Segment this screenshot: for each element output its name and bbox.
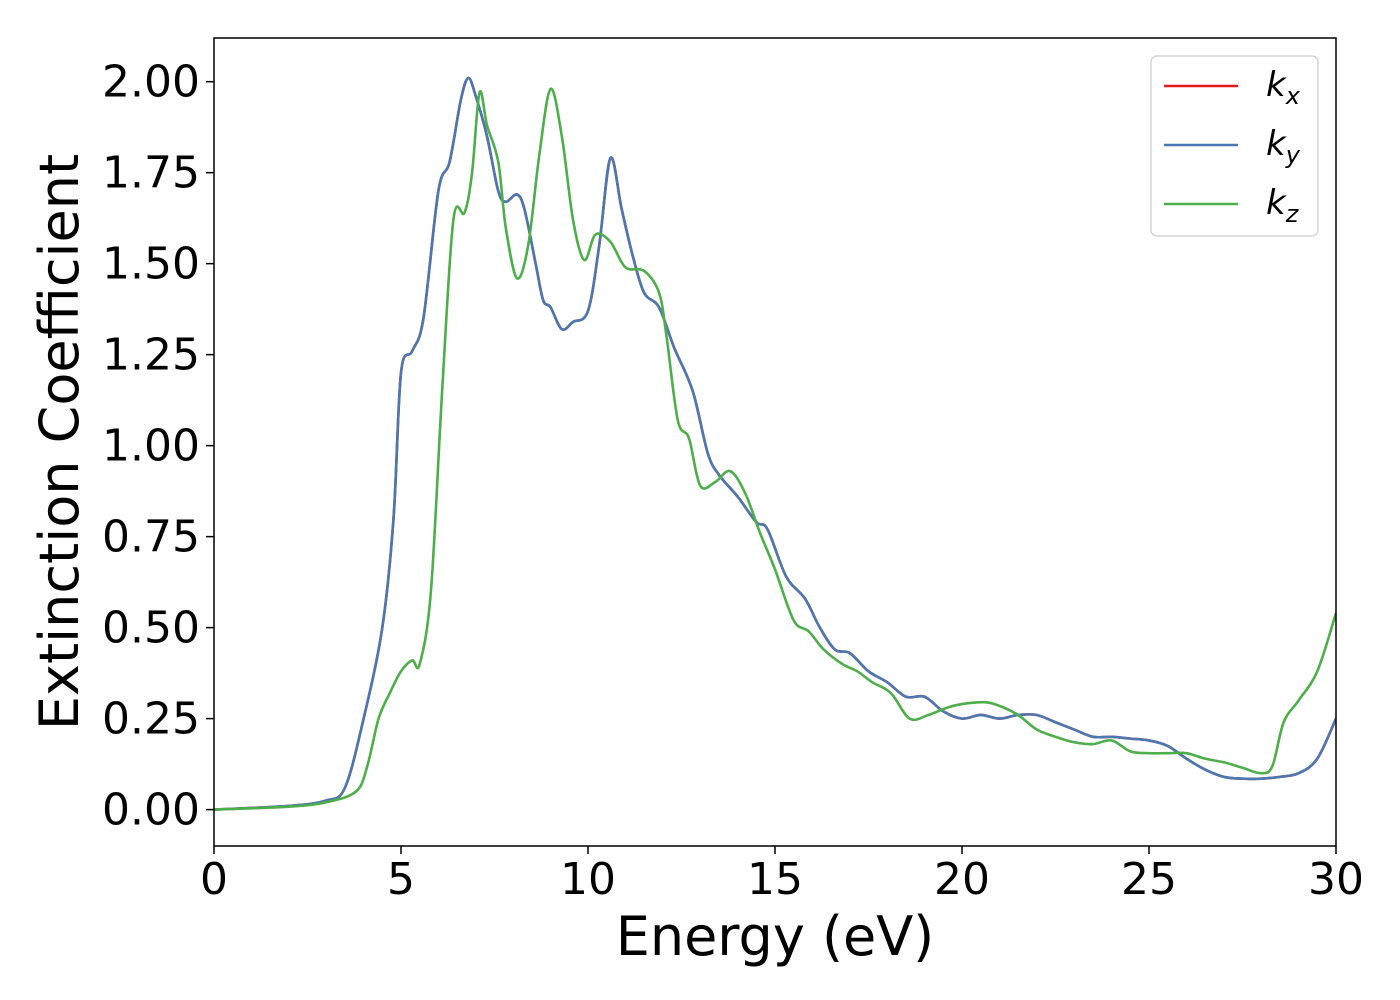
y-tick-label: 1.50 <box>102 239 200 290</box>
legend-label-kz: kz <box>1266 183 1300 228</box>
y-tick-label: 0.50 <box>102 603 200 654</box>
series-line-kz <box>214 87 1336 811</box>
y-tick-label: 0.00 <box>102 785 200 836</box>
x-tick-label: 10 <box>560 854 616 905</box>
y-tick-label: 1.75 <box>102 148 200 199</box>
legend: kx ky kz <box>1150 55 1319 237</box>
x-tick-label: 15 <box>747 854 803 905</box>
x-tick-label: 0 <box>200 854 228 905</box>
y-tick-label: 0.25 <box>102 694 200 745</box>
x-tick-label: 20 <box>934 854 990 905</box>
y-tick-label: 1.00 <box>102 421 200 472</box>
y-axis-ticks: 0.00 0.25 0.50 0.75 1.00 1.25 1.50 1.75 2.00 <box>102 57 214 836</box>
series-lines <box>214 76 1336 811</box>
y-axis-label: Extinction Coefficient <box>28 154 91 730</box>
y-tick-label: 0.75 <box>102 512 200 563</box>
x-tick-label: 5 <box>387 854 415 905</box>
y-tick-label: 2.00 <box>102 57 200 108</box>
series-line-ky <box>214 76 1336 811</box>
x-axis-ticks: 0 5 10 15 20 25 30 <box>200 846 1364 905</box>
x-tick-label: 30 <box>1308 854 1364 905</box>
x-axis-label: Energy (eV) <box>616 905 935 968</box>
y-tick-label: 1.25 <box>102 330 200 381</box>
legend-label-kx: kx <box>1266 65 1301 110</box>
x-tick-label: 25 <box>1121 854 1177 905</box>
legend-label-ky: ky <box>1266 124 1301 169</box>
